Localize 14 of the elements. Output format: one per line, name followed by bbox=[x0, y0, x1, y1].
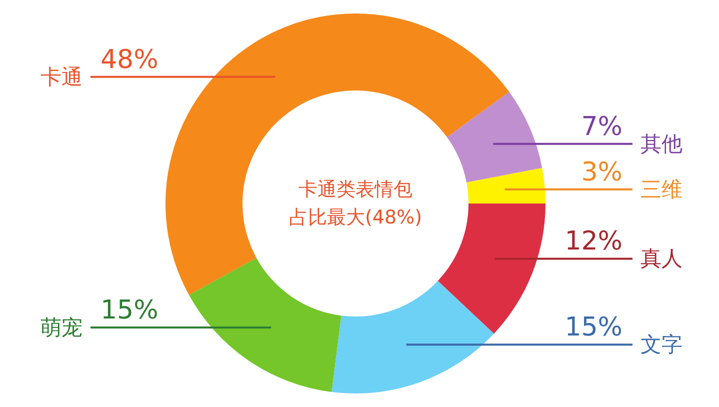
slice-label: 真人 bbox=[640, 246, 682, 271]
data-label: 48% bbox=[100, 44, 158, 75]
slice-label: 萌宠 bbox=[40, 316, 82, 340]
data-label: 15% bbox=[100, 296, 158, 326]
data-label: 15% bbox=[564, 312, 623, 343]
data-label: 12% bbox=[564, 226, 623, 257]
data-label: 7% bbox=[581, 112, 623, 142]
slice-label: 卡通 bbox=[40, 64, 82, 89]
slice-label: 三维 bbox=[640, 177, 682, 202]
slice-label: 文字 bbox=[640, 332, 682, 357]
slice-label: 其他 bbox=[640, 132, 682, 156]
data-label: 3% bbox=[581, 157, 623, 188]
text: 卡通类表情包 bbox=[298, 178, 412, 200]
text: 占比最大(48%) bbox=[288, 206, 422, 228]
